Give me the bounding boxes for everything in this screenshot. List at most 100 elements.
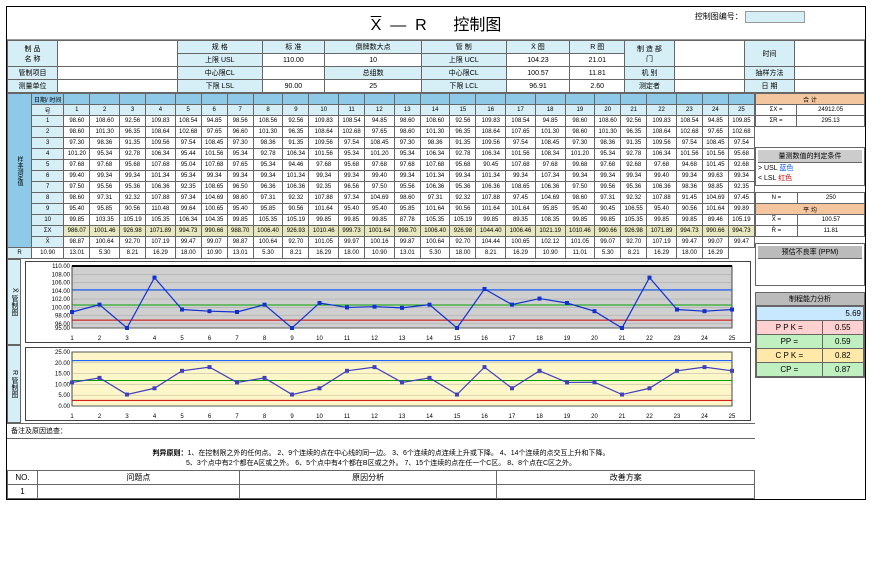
svg-text:20.00: 20.00 — [55, 361, 71, 367]
svg-text:2: 2 — [98, 414, 102, 420]
dept-label: 门 — [646, 56, 653, 63]
title-row: X — R 控制图 控制图编号： — [7, 7, 865, 40]
maker-label: 制 造 部 — [637, 46, 662, 53]
header-table: 制 品名 称 规 格 标 准 倒牌数大点 管 制 X̄ 图 R 图 制 造 部门… — [7, 40, 865, 93]
svg-text:5: 5 — [180, 414, 184, 420]
svg-text:108.00: 108.00 — [52, 272, 71, 278]
ucl-label: 上限 UCL — [421, 54, 506, 67]
control-number-input[interactable] — [745, 11, 805, 23]
cond-line1: > USL — [758, 165, 777, 172]
svg-text:19: 19 — [564, 336, 571, 342]
svg-text:3: 3 — [125, 336, 129, 342]
r-label: R 图 — [570, 41, 625, 54]
cond-line1-color: 蓝色 — [779, 165, 793, 172]
svg-text:25: 25 — [729, 336, 736, 342]
spec-label: 规 格 — [178, 41, 263, 54]
cpk-title: 制程能力分析 — [756, 293, 864, 306]
proj-value[interactable] — [58, 67, 178, 80]
svg-text:22: 22 — [646, 414, 653, 420]
machine-value[interactable] — [675, 67, 745, 80]
footer-row1-issue[interactable] — [38, 485, 240, 499]
svg-text:10: 10 — [316, 414, 323, 420]
svg-text:98.00: 98.00 — [55, 314, 71, 320]
footer-row1-no: 1 — [8, 485, 38, 499]
svg-text:102.00: 102.00 — [52, 297, 71, 303]
title-suffix: 控制图 — [453, 17, 501, 34]
svg-text:20: 20 — [591, 336, 598, 342]
svg-text:15: 15 — [454, 414, 461, 420]
title-xbar-r: X — R — [371, 17, 427, 34]
method-label: 抽样方法 — [745, 67, 795, 80]
date-value[interactable] — [795, 80, 865, 93]
svg-text:14: 14 — [426, 336, 433, 342]
svg-text:13: 13 — [399, 336, 406, 342]
svg-text:9: 9 — [290, 414, 294, 420]
total-label: 总组数 — [325, 67, 422, 80]
decimal-value: 10 — [325, 54, 422, 67]
cl-r-value: 11.81 — [570, 67, 625, 80]
rules-row: 判异原则：1、在控制限之外的任何点。 2、9个连续的点在中心线的同一边。 3、6… — [7, 438, 755, 470]
cl-value[interactable] — [262, 67, 325, 80]
svg-text:104.00: 104.00 — [52, 289, 71, 295]
maker-value[interactable] — [675, 41, 745, 67]
svg-text:19: 19 — [564, 414, 571, 420]
sumx-label: ΣX = — [756, 105, 797, 116]
sumr-value: 295.13 — [797, 116, 865, 127]
rules-label: 判异原则： — [153, 450, 188, 457]
svg-text:14: 14 — [426, 414, 433, 420]
total-value: 25 — [325, 80, 422, 93]
xbar-chart: 95.0096.0098.00100.00102.00104.00106.001… — [25, 261, 751, 343]
svg-text:12: 12 — [371, 336, 378, 342]
ppm-title: 预估不良率 (PPM) — [758, 246, 862, 259]
method-value[interactable] — [795, 67, 865, 80]
product-label: 制 品 — [25, 46, 41, 53]
cond-line2-color: 红色 — [778, 175, 792, 182]
svg-text:12: 12 — [371, 414, 378, 420]
svg-text:18: 18 — [536, 414, 543, 420]
svg-text:17: 17 — [509, 336, 516, 342]
ucl-r-value: 21.01 — [570, 54, 625, 67]
tester-value[interactable] — [675, 80, 745, 93]
svg-text:5: 5 — [180, 336, 184, 342]
time-label: 时间 — [745, 41, 795, 67]
product-name-value[interactable] — [58, 41, 178, 67]
svg-text:106.00: 106.00 — [52, 281, 71, 287]
svg-text:3: 3 — [125, 414, 129, 420]
svg-text:96.00: 96.00 — [55, 322, 71, 328]
lcl-r-value: 2.60 — [570, 80, 625, 93]
sum-label: 合 计 — [756, 94, 865, 105]
svg-text:21: 21 — [619, 336, 626, 342]
tester-label: 测定者 — [625, 80, 675, 93]
r-avg-value: 11.81 — [797, 226, 864, 237]
rules-text: 1、在控制限之外的任何点。 2、9个连续的点在中心线的同一边。 3、6个连续的点… — [186, 450, 610, 467]
xbar-avg-label: X̿ = — [756, 215, 798, 226]
xchart-side-label: X̄ 管制图 — [7, 259, 21, 345]
svg-text:1: 1 — [70, 414, 74, 420]
svg-text:25: 25 — [729, 414, 736, 420]
unit-label: 测量单位 — [8, 80, 58, 93]
svg-text:10: 10 — [316, 336, 323, 342]
cpk-box: 制程能力分析 5.69P P K =0.55PP =0.59C P K =0.8… — [755, 292, 865, 378]
remarks-label: 备注及原因追查： — [11, 428, 67, 435]
footer-row1-action[interactable] — [497, 485, 755, 499]
footer-table: NO. 问题点 原因分析 改善方案 1 — [7, 470, 755, 499]
ppm-box: 预估不良率 (PPM) — [755, 243, 865, 286]
unit-value[interactable] — [58, 80, 178, 93]
svg-text:9: 9 — [290, 336, 294, 342]
svg-text:11: 11 — [344, 336, 351, 342]
svg-text:24: 24 — [701, 414, 708, 420]
svg-text:25.00: 25.00 — [55, 350, 71, 356]
time-value[interactable] — [795, 41, 865, 67]
footer-row1-cause[interactable] — [239, 485, 497, 499]
r-avg-label: R̄ = — [756, 226, 798, 237]
lcl-x-value: 96.91 — [506, 80, 570, 93]
cond-line2: < LSL — [758, 175, 776, 182]
usl-label: 上限 USL — [178, 54, 263, 67]
svg-text:2: 2 — [98, 336, 102, 342]
xbar-label: X̄ 图 — [506, 41, 570, 54]
svg-text:6: 6 — [208, 336, 212, 342]
footer-no-label: NO. — [8, 471, 38, 485]
svg-text:17: 17 — [509, 414, 516, 420]
avg-label: 平 均 — [756, 204, 865, 215]
condition-title: 量测数值的判定条件 — [758, 150, 862, 163]
